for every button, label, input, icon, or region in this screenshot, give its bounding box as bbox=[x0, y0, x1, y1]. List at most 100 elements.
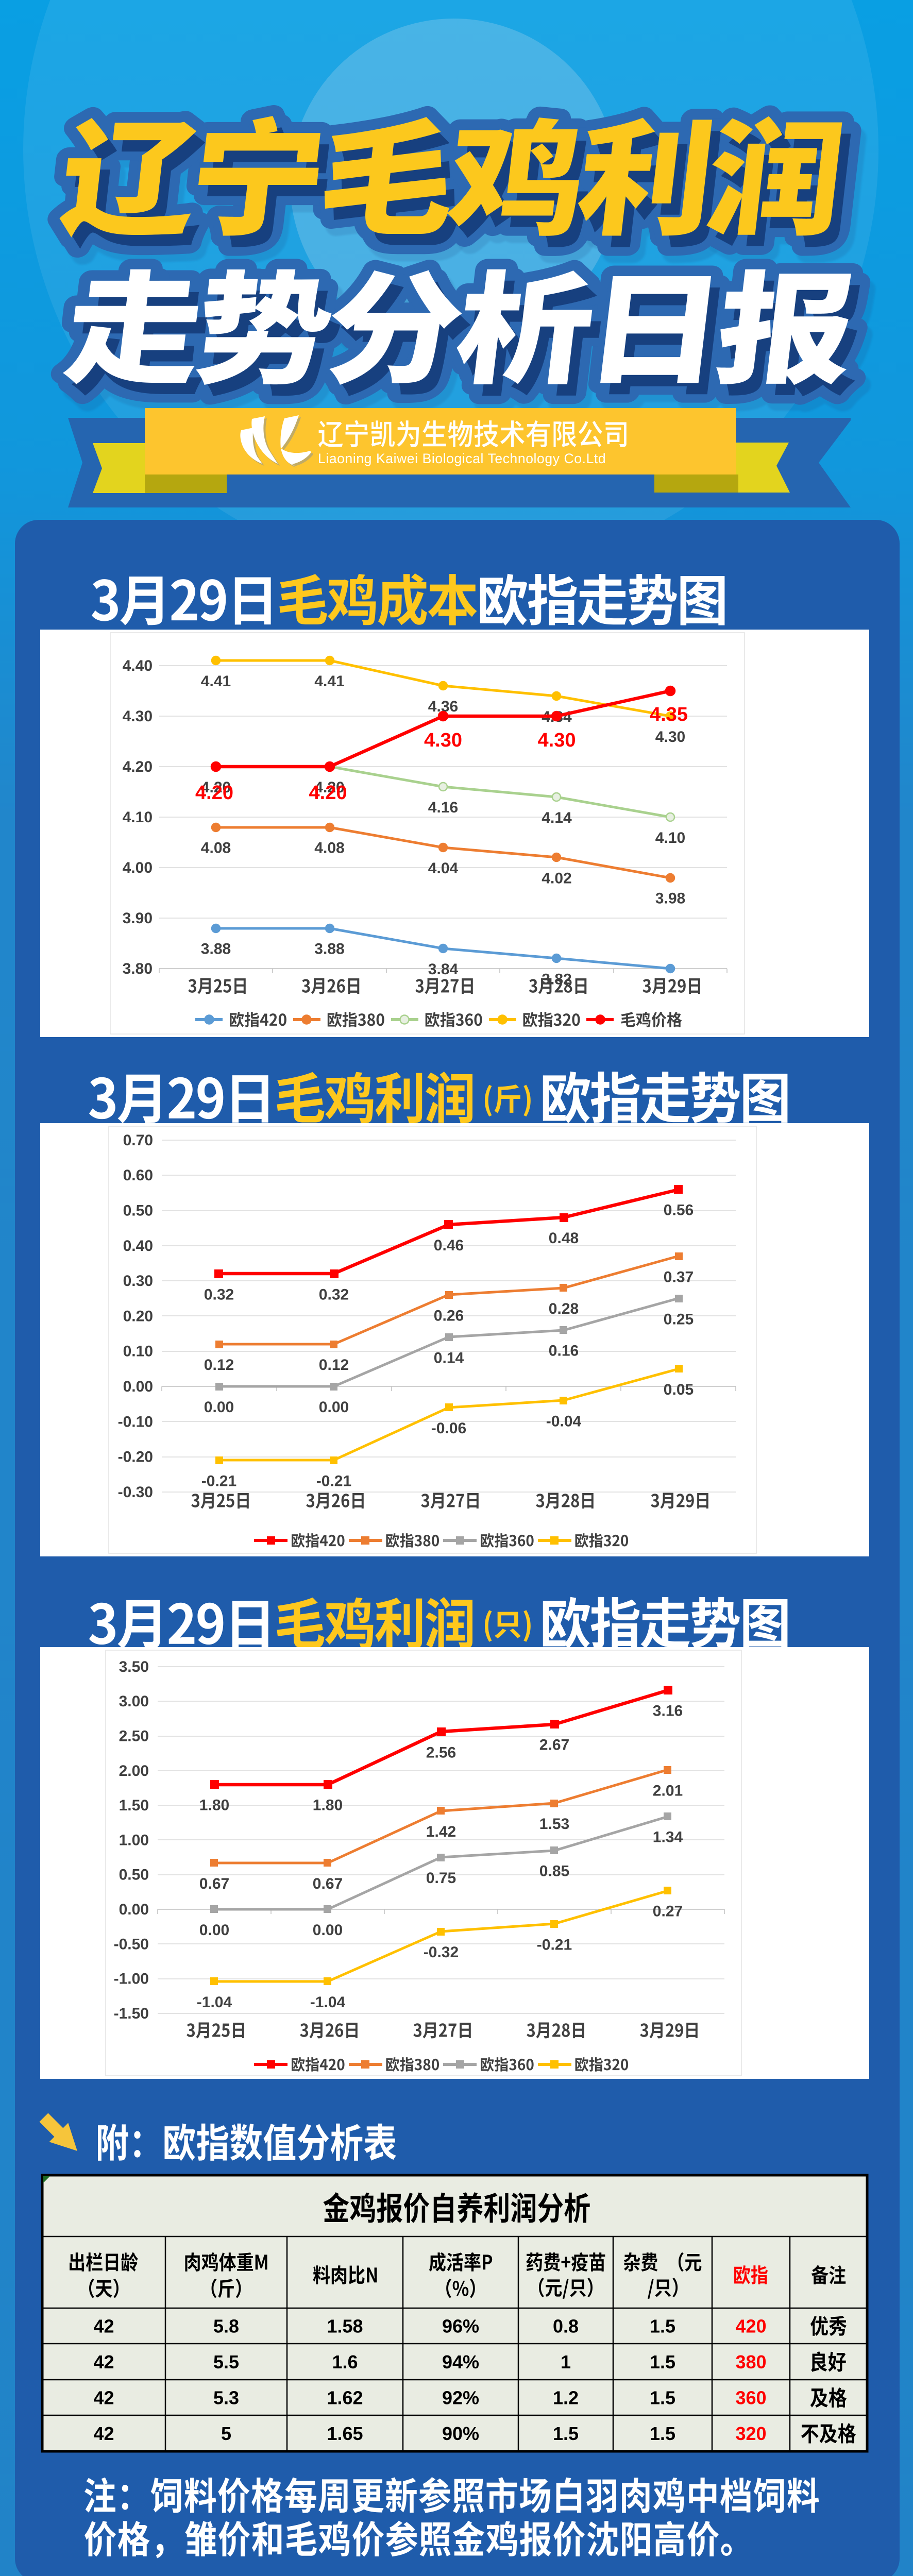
svg-text:4.20: 4.20 bbox=[309, 782, 347, 804]
svg-text:4.20: 4.20 bbox=[201, 779, 231, 796]
svg-text:4.10: 4.10 bbox=[655, 829, 685, 846]
svg-text:4.16: 4.16 bbox=[428, 799, 458, 816]
svg-text:0.60: 0.60 bbox=[123, 1167, 153, 1184]
svg-text:90%: 90% bbox=[442, 2423, 479, 2444]
svg-text:5.8: 5.8 bbox=[213, 2316, 239, 2337]
svg-text:0.50: 0.50 bbox=[119, 1867, 149, 1884]
svg-text:380: 380 bbox=[735, 2351, 766, 2372]
svg-text:4.30: 4.30 bbox=[424, 730, 462, 751]
svg-text:-0.50: -0.50 bbox=[114, 1936, 149, 1953]
svg-text:4.08: 4.08 bbox=[201, 840, 231, 857]
svg-text:-0.21: -0.21 bbox=[316, 1472, 351, 1489]
svg-text:4.30: 4.30 bbox=[655, 728, 685, 745]
svg-text:3.16: 3.16 bbox=[653, 1703, 683, 1720]
svg-text:2.01: 2.01 bbox=[653, 1782, 683, 1799]
svg-text:0.25: 0.25 bbox=[664, 1311, 694, 1328]
svg-text:1.80: 1.80 bbox=[199, 1797, 229, 1814]
svg-text:0.12: 0.12 bbox=[319, 1357, 349, 1374]
svg-text:92%: 92% bbox=[442, 2387, 479, 2409]
svg-text:0.56: 0.56 bbox=[664, 1202, 694, 1219]
svg-text:3.84: 3.84 bbox=[428, 961, 459, 978]
svg-text:5.5: 5.5 bbox=[213, 2351, 239, 2372]
svg-text:1.5: 1.5 bbox=[650, 2316, 675, 2337]
svg-text:1.5: 1.5 bbox=[650, 2387, 675, 2409]
svg-text:1.80: 1.80 bbox=[313, 1797, 343, 1814]
svg-text:4.20: 4.20 bbox=[314, 779, 344, 796]
svg-text:3.50: 3.50 bbox=[119, 1658, 149, 1675]
svg-text:1.6: 1.6 bbox=[332, 2351, 358, 2372]
svg-text:-0.32: -0.32 bbox=[424, 1944, 459, 1961]
svg-text:4.20: 4.20 bbox=[195, 782, 233, 804]
svg-text:-0.20: -0.20 bbox=[118, 1449, 153, 1466]
svg-text:1.5: 1.5 bbox=[650, 2351, 675, 2372]
svg-text:1.53: 1.53 bbox=[539, 1816, 569, 1833]
svg-text:0.70: 0.70 bbox=[123, 1132, 153, 1149]
svg-text:3.98: 3.98 bbox=[655, 890, 685, 907]
svg-text:4.30: 4.30 bbox=[123, 708, 153, 725]
svg-text:3.00: 3.00 bbox=[119, 1693, 149, 1710]
svg-text:1.00: 1.00 bbox=[119, 1832, 149, 1849]
svg-text:0.37: 0.37 bbox=[664, 1268, 694, 1285]
svg-text:0.00: 0.00 bbox=[123, 1378, 153, 1395]
svg-text:1.50: 1.50 bbox=[119, 1797, 149, 1814]
svg-text:0.20: 0.20 bbox=[123, 1308, 153, 1325]
svg-text:0.26: 0.26 bbox=[434, 1307, 464, 1324]
svg-text:0.00: 0.00 bbox=[119, 1901, 149, 1918]
svg-text:4.00: 4.00 bbox=[123, 859, 153, 876]
svg-text:0.32: 0.32 bbox=[204, 1286, 234, 1303]
svg-text:Liaoning Kaiwei Biological Tec: Liaoning Kaiwei Biological Technology Co… bbox=[318, 451, 606, 466]
svg-text:-0.30: -0.30 bbox=[118, 1484, 153, 1501]
svg-text:96%: 96% bbox=[442, 2316, 479, 2337]
svg-text:42: 42 bbox=[93, 2351, 114, 2372]
svg-text:2.56: 2.56 bbox=[426, 1744, 456, 1761]
svg-text:5.3: 5.3 bbox=[213, 2387, 239, 2409]
svg-text:0.10: 0.10 bbox=[123, 1343, 153, 1360]
svg-text:420: 420 bbox=[735, 2316, 766, 2337]
svg-text:-1.00: -1.00 bbox=[114, 1971, 149, 1988]
svg-text:1.65: 1.65 bbox=[327, 2423, 363, 2444]
svg-text:0.00: 0.00 bbox=[199, 1922, 229, 1939]
svg-text:0.16: 0.16 bbox=[549, 1343, 579, 1360]
svg-text:1.34: 1.34 bbox=[653, 1829, 683, 1846]
svg-text:0.48: 0.48 bbox=[549, 1230, 579, 1247]
svg-text:0.50: 0.50 bbox=[123, 1202, 153, 1219]
svg-text:42: 42 bbox=[93, 2387, 114, 2409]
svg-text:1.5: 1.5 bbox=[553, 2423, 579, 2444]
svg-text:0.40: 0.40 bbox=[123, 1238, 153, 1255]
svg-text:-1.04: -1.04 bbox=[197, 1994, 232, 2011]
svg-text:1.62: 1.62 bbox=[327, 2387, 363, 2409]
svg-text:-0.10: -0.10 bbox=[118, 1413, 153, 1430]
svg-text:3.90: 3.90 bbox=[123, 910, 153, 927]
svg-text:4.10: 4.10 bbox=[123, 809, 153, 826]
svg-text:4.40: 4.40 bbox=[123, 657, 153, 674]
svg-text:-0.21: -0.21 bbox=[537, 1936, 572, 1953]
svg-text:-0.04: -0.04 bbox=[546, 1413, 582, 1430]
svg-text:2.00: 2.00 bbox=[119, 1762, 149, 1780]
svg-text:0.85: 0.85 bbox=[539, 1863, 569, 1880]
svg-text:4.35: 4.35 bbox=[650, 704, 688, 725]
svg-text:0.05: 0.05 bbox=[664, 1381, 694, 1398]
svg-text:3.88: 3.88 bbox=[314, 941, 344, 958]
svg-text:1.42: 1.42 bbox=[426, 1823, 456, 1840]
svg-text:42: 42 bbox=[93, 2316, 114, 2337]
svg-text:0.27: 0.27 bbox=[653, 1903, 683, 1920]
svg-text:0.46: 0.46 bbox=[434, 1237, 464, 1254]
svg-text:4.30: 4.30 bbox=[538, 730, 576, 751]
svg-text:1.58: 1.58 bbox=[327, 2316, 363, 2337]
svg-text:0.30: 0.30 bbox=[123, 1273, 153, 1290]
svg-text:0.8: 0.8 bbox=[553, 2316, 579, 2337]
svg-text:4.14: 4.14 bbox=[542, 809, 572, 826]
svg-text:0.00: 0.00 bbox=[204, 1399, 234, 1416]
svg-text:0.67: 0.67 bbox=[199, 1875, 229, 1892]
svg-text:360: 360 bbox=[735, 2387, 766, 2409]
svg-text:0.14: 0.14 bbox=[434, 1349, 464, 1366]
svg-text:-0.06: -0.06 bbox=[431, 1420, 466, 1437]
svg-text:4.02: 4.02 bbox=[542, 870, 571, 887]
svg-text:-1.50: -1.50 bbox=[114, 2005, 149, 2022]
svg-text:0.00: 0.00 bbox=[313, 1922, 343, 1939]
svg-text:320: 320 bbox=[735, 2423, 766, 2444]
svg-text:0.75: 0.75 bbox=[426, 1870, 456, 1887]
svg-text:0.28: 0.28 bbox=[549, 1300, 579, 1317]
svg-text:0.67: 0.67 bbox=[313, 1875, 343, 1892]
svg-text:1: 1 bbox=[561, 2351, 571, 2372]
